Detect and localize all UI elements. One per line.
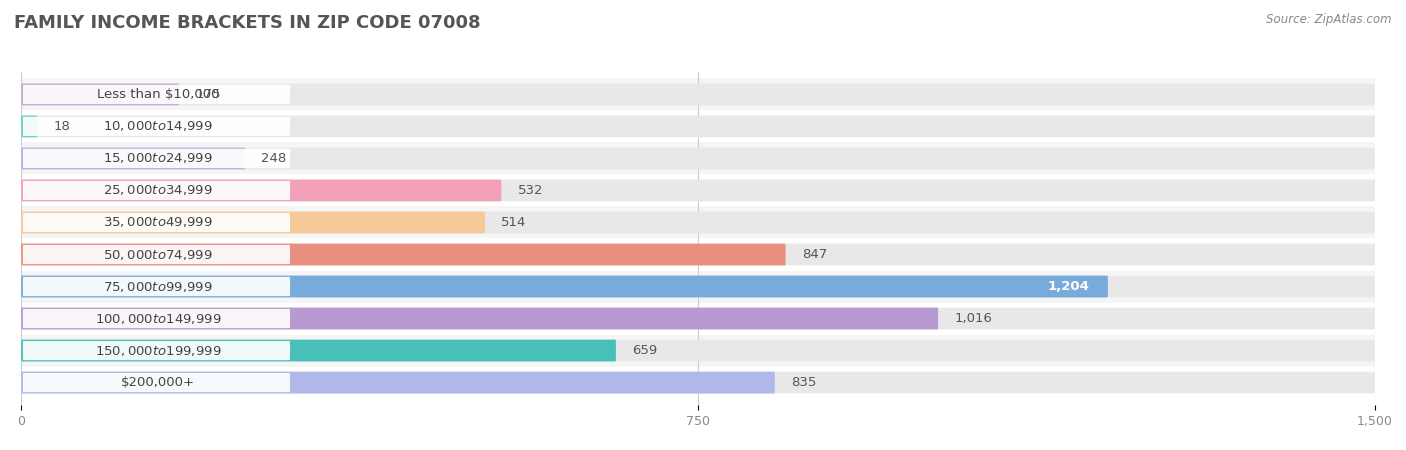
Text: $200,000+: $200,000+ — [121, 376, 195, 389]
FancyBboxPatch shape — [21, 180, 502, 201]
FancyBboxPatch shape — [22, 213, 290, 232]
FancyBboxPatch shape — [21, 148, 245, 169]
FancyBboxPatch shape — [22, 85, 290, 104]
FancyBboxPatch shape — [21, 372, 775, 393]
FancyBboxPatch shape — [21, 207, 1375, 238]
Text: 1,204: 1,204 — [1047, 280, 1090, 293]
FancyBboxPatch shape — [21, 116, 1375, 137]
FancyBboxPatch shape — [21, 243, 786, 266]
FancyBboxPatch shape — [21, 270, 1375, 302]
FancyBboxPatch shape — [22, 149, 290, 168]
FancyBboxPatch shape — [21, 367, 1375, 399]
Text: 175: 175 — [195, 88, 221, 101]
FancyBboxPatch shape — [22, 309, 290, 328]
Text: Source: ZipAtlas.com: Source: ZipAtlas.com — [1267, 14, 1392, 27]
FancyBboxPatch shape — [22, 117, 290, 136]
Text: $150,000 to $199,999: $150,000 to $199,999 — [96, 343, 222, 358]
FancyBboxPatch shape — [21, 116, 38, 137]
Text: $50,000 to $74,999: $50,000 to $74,999 — [104, 248, 214, 261]
Text: $25,000 to $34,999: $25,000 to $34,999 — [104, 184, 214, 198]
FancyBboxPatch shape — [21, 308, 938, 329]
FancyBboxPatch shape — [21, 212, 485, 234]
FancyBboxPatch shape — [21, 340, 616, 361]
Text: 1,016: 1,016 — [955, 312, 993, 325]
Text: FAMILY INCOME BRACKETS IN ZIP CODE 07008: FAMILY INCOME BRACKETS IN ZIP CODE 07008 — [14, 14, 481, 32]
Text: 18: 18 — [53, 120, 70, 133]
Text: 248: 248 — [262, 152, 287, 165]
Text: $100,000 to $149,999: $100,000 to $149,999 — [96, 311, 222, 325]
FancyBboxPatch shape — [21, 148, 1375, 169]
FancyBboxPatch shape — [22, 373, 290, 392]
FancyBboxPatch shape — [21, 340, 1375, 361]
FancyBboxPatch shape — [22, 277, 290, 296]
Text: $75,000 to $99,999: $75,000 to $99,999 — [104, 279, 214, 293]
FancyBboxPatch shape — [21, 84, 1375, 105]
FancyBboxPatch shape — [21, 276, 1108, 297]
Text: 835: 835 — [792, 376, 817, 389]
Text: 847: 847 — [801, 248, 827, 261]
Text: $35,000 to $49,999: $35,000 to $49,999 — [104, 216, 214, 230]
Text: 659: 659 — [633, 344, 658, 357]
FancyBboxPatch shape — [21, 175, 1375, 207]
FancyBboxPatch shape — [21, 143, 1375, 175]
FancyBboxPatch shape — [21, 334, 1375, 367]
FancyBboxPatch shape — [22, 341, 290, 360]
Text: 514: 514 — [502, 216, 527, 229]
Text: $10,000 to $14,999: $10,000 to $14,999 — [104, 119, 214, 134]
FancyBboxPatch shape — [21, 276, 1375, 297]
FancyBboxPatch shape — [21, 372, 1375, 393]
FancyBboxPatch shape — [21, 238, 1375, 270]
Text: $15,000 to $24,999: $15,000 to $24,999 — [104, 152, 214, 166]
FancyBboxPatch shape — [22, 181, 290, 200]
FancyBboxPatch shape — [21, 180, 1375, 201]
FancyBboxPatch shape — [21, 110, 1375, 143]
FancyBboxPatch shape — [21, 243, 1375, 266]
FancyBboxPatch shape — [21, 302, 1375, 334]
Text: Less than $10,000: Less than $10,000 — [97, 88, 219, 101]
FancyBboxPatch shape — [21, 308, 1375, 329]
FancyBboxPatch shape — [21, 84, 179, 105]
FancyBboxPatch shape — [21, 212, 1375, 234]
FancyBboxPatch shape — [21, 78, 1375, 110]
Text: 532: 532 — [517, 184, 543, 197]
FancyBboxPatch shape — [22, 245, 290, 264]
